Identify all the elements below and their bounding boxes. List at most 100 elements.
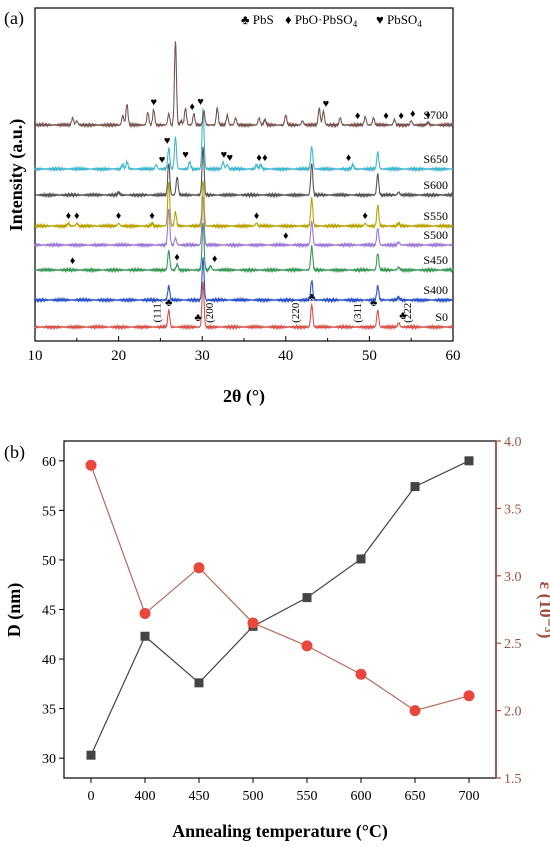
miller-index-label: (311) [352, 299, 364, 323]
xrd-series-label-s400: S400 [423, 283, 448, 297]
xrd-trace-s450 [34, 222, 454, 274]
miller-index-label: (222) [402, 299, 414, 323]
panel-b-series [85, 456, 475, 760]
x-tick-label: 60 [446, 348, 461, 364]
xrd-trace-s550 [34, 180, 454, 230]
phase-marker: ♥ [164, 135, 171, 147]
b-y2-tick-label: 3.0 [504, 570, 522, 585]
phase-marker: ♦ [256, 152, 262, 164]
xrd-series-label-s700: S700 [423, 108, 448, 122]
phase-marker: ♦ [174, 251, 180, 263]
xrd-series-label-s500: S500 [423, 228, 448, 242]
phase-marker: ♥ [182, 149, 189, 161]
phase-marker: ♦ [355, 110, 361, 122]
panel-b-axes: 0 400 450 500 550 600 650 700 30 35 40 45 50 55 60 1.5 2… [42, 435, 522, 804]
series-d-point [410, 482, 420, 492]
miller-index-label: (220) [290, 299, 302, 323]
xrd-series-label-s450: S450 [423, 253, 448, 267]
phase-marker: ♦ [283, 230, 289, 242]
b-y2-tick-label: 1.5 [504, 772, 522, 787]
phase-marker: ♦ [383, 110, 389, 122]
series-d-point [356, 554, 366, 564]
phase-marker: ♦ [149, 210, 155, 222]
phase-marker: ♦ [262, 152, 268, 164]
b-x-tick-label: 400 [135, 789, 156, 804]
phase-marker: ♣ [194, 312, 201, 324]
b-y-tick-label: 40 [42, 653, 56, 668]
b-y-tick-label: 55 [42, 504, 56, 519]
series-d-point [464, 456, 474, 466]
series-epsilon-point [139, 608, 151, 620]
legend-pbso4: ♥ PbSO4 [376, 12, 422, 29]
xrd-series-label-s0: S0 [435, 310, 448, 324]
phase-marker: ♥ [159, 154, 166, 166]
b-x-tick-label: 550 [297, 789, 318, 804]
xrd-series-label-s550: S550 [423, 209, 448, 223]
phase-marker: ♥ [221, 149, 228, 161]
series-d-point [194, 678, 204, 688]
b-y-tick-label: 45 [42, 604, 56, 619]
panel-a-legend: ♣ PbS ♦ PbO·PbSO4 ♥ PbSO4 [241, 12, 422, 29]
phase-marker: ♦ [74, 210, 80, 222]
phase-marker: ♥ [197, 96, 204, 108]
xrd-series-s600: S600 [34, 146, 454, 199]
xrd-series-s500: S500 ♦ [34, 196, 454, 249]
b-x-tick-label: 650 [405, 789, 426, 804]
panel-b-right-y-axis-label: ε (10⁻³) [535, 581, 550, 638]
xrd-series-s650: S650♥♥♥♥♥ ♥ ♦ ♦ ♦ [34, 96, 454, 173]
xrd-trace-s0 [34, 281, 454, 331]
series-epsilon [85, 459, 475, 717]
b-y-tick-label: 50 [42, 554, 56, 569]
xrd-series-label-s600: S600 [423, 178, 448, 192]
series-d-point [86, 750, 96, 760]
b-y2-tick-label: 2.5 [504, 637, 522, 652]
xrd-series-s550: S550♦ ♦ ♦ ♦ ♦ ♦ [34, 180, 454, 230]
xrd-series-s400: S400 [34, 257, 454, 304]
b-x-tick-label: 450 [189, 789, 210, 804]
series-d-point [302, 593, 312, 603]
series-d-line [90, 460, 470, 756]
miller-index-label: (111) [151, 299, 163, 322]
phase-marker: ♦ [70, 255, 76, 267]
b-x-tick-label: 500 [243, 789, 264, 804]
b-y2-tick-label: 3.5 [504, 502, 522, 517]
x-tick-label: 40 [278, 348, 293, 364]
x-tick-label: 50 [362, 348, 377, 364]
phase-marker: ♣ [399, 310, 406, 322]
panel-b-left-y-axis-label: D (nm) [4, 583, 25, 638]
phase-marker: ♦ [410, 108, 416, 120]
phase-marker: ♦ [362, 210, 368, 222]
x-tick-label: 10 [28, 348, 43, 364]
x-tick-label: 30 [195, 348, 210, 364]
miller-index-label: (200) [204, 299, 216, 323]
xrd-series-s0: S0♣♣♣ ♣♣(111) (200) (220) (311) (222) [34, 281, 454, 331]
panel-a-traces: S0♣♣♣ ♣♣(111) (200) (220) (311) (222)S400S450… [34, 41, 454, 331]
b-x-tick-label: 700 [459, 789, 480, 804]
b-y2-tick-label: 4.0 [504, 435, 522, 450]
series-epsilon-point [301, 640, 313, 652]
phase-marker: ♣ [308, 292, 315, 304]
panel-a-x-axis-label: 2θ (°) [223, 386, 265, 407]
series-d-point [140, 631, 150, 641]
b-x-tick-label: 0 [88, 789, 95, 804]
panel-b-plot-frame [63, 440, 497, 779]
phase-marker: ♥ [150, 97, 157, 109]
b-y-tick-label: 30 [42, 752, 56, 767]
phase-marker: ♦ [346, 152, 352, 164]
x-tick-label: 20 [111, 348, 126, 364]
xrd-series-s450: S450 ♦ ♦ ♦ [34, 222, 454, 274]
xrd-trace-s600 [34, 146, 454, 199]
phase-marker: ♦ [66, 210, 72, 222]
series-epsilon-point [247, 617, 259, 629]
panel-a-label: (a) [4, 8, 24, 29]
panel-a-axes: 10 20 30 40 50 60 [28, 336, 461, 364]
panel-a-plot-frame [34, 7, 454, 342]
phase-marker: ♦ [212, 253, 218, 265]
xrd-trace-s650 [34, 108, 454, 173]
series-epsilon-line [90, 465, 470, 712]
legend-pbo-pbso4: ♦ PbO·PbSO4 [285, 12, 358, 29]
series-epsilon-point [409, 705, 421, 717]
xrd-trace-s500 [34, 196, 454, 249]
series-epsilon-point [193, 562, 205, 574]
